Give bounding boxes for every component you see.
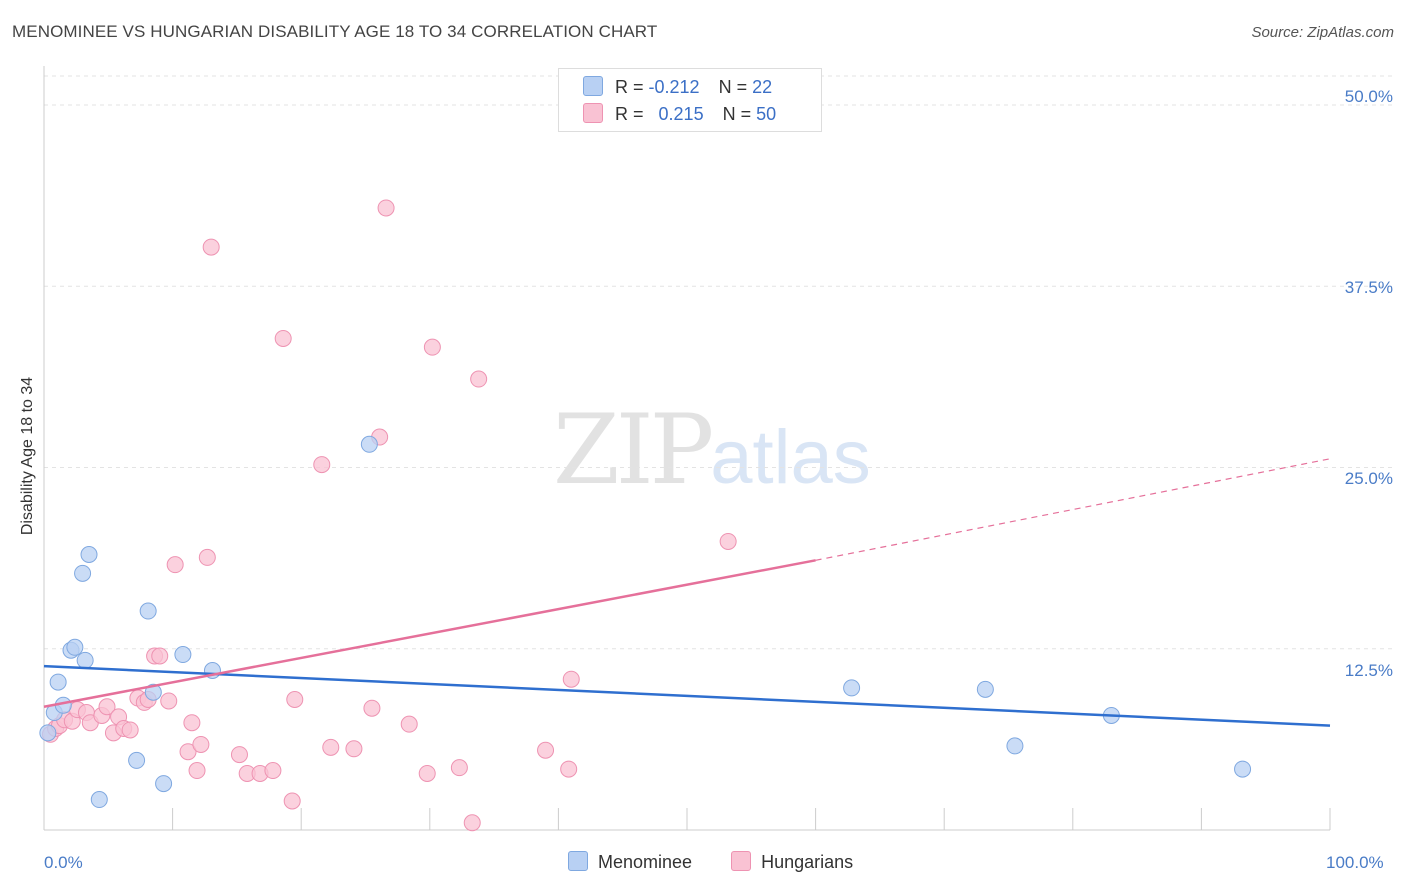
data-point: [562, 670, 580, 688]
legend-label: Hungarians: [761, 852, 854, 872]
data-point: [560, 760, 578, 778]
data-point: [843, 679, 861, 697]
legend-row-hungarians: R = 0.215 N = 50: [583, 103, 777, 126]
r-value: -0.212: [648, 77, 700, 97]
x-tick-label: 100.0%: [1326, 853, 1384, 872]
data-point: [274, 329, 292, 347]
data-point: [450, 759, 468, 777]
data-point: [155, 775, 173, 793]
data-point: [166, 556, 184, 574]
n-value: 50: [756, 104, 777, 124]
data-point: [160, 692, 178, 710]
data-point: [470, 370, 488, 388]
hungarians-swatch: [583, 103, 603, 124]
data-point: [537, 741, 555, 759]
data-point: [283, 792, 301, 810]
source-label: Source: ZipAtlas.com: [1251, 24, 1394, 41]
data-point: [128, 751, 146, 769]
watermark-atlas: atlas: [710, 415, 871, 500]
data-point: [976, 680, 994, 698]
data-point: [313, 456, 331, 474]
data-point: [264, 762, 282, 780]
data-point: [151, 647, 169, 665]
y-axis-label: Disability Age 18 to 34: [19, 376, 36, 536]
data-point: [286, 691, 304, 708]
r-label: R =: [615, 77, 644, 97]
y-tick-label: 12.5%: [1344, 661, 1393, 680]
legend-item-menominee: Menominee: [568, 851, 693, 873]
data-point: [377, 199, 395, 217]
data-point: [1234, 760, 1252, 778]
data-point: [144, 683, 162, 701]
legend-label: Menominee: [598, 852, 693, 872]
hungarians-swatch: [731, 851, 752, 872]
legend-row-menominee: R = -0.212 N = 22: [583, 76, 773, 99]
n-label: N =: [718, 77, 748, 97]
data-point: [80, 546, 98, 563]
data-point: [418, 764, 436, 782]
data-point: [1006, 737, 1024, 755]
data-point: [39, 724, 57, 742]
data-point: [139, 602, 157, 620]
data-point: [49, 673, 67, 691]
trend-line: [43, 664, 1331, 727]
n-value: 22: [752, 77, 773, 97]
data-point: [198, 548, 216, 566]
data-point: [174, 646, 192, 664]
data-point: [179, 743, 197, 761]
r-label: R =: [615, 104, 644, 124]
data-point: [121, 721, 139, 739]
data-point: [76, 651, 94, 669]
trend-line-extension: [815, 458, 1331, 561]
y-tick-label: 37.5%: [1344, 278, 1393, 297]
y-tick-label: 50.0%: [1344, 87, 1393, 106]
menominee-swatch: [568, 851, 588, 872]
n-label: N =: [722, 104, 752, 124]
data-point: [183, 714, 201, 732]
data-point: [66, 638, 84, 656]
data-point: [400, 715, 418, 733]
y-tick-label: 25.0%: [1344, 469, 1393, 488]
trend-line: [43, 559, 816, 708]
data-point: [322, 738, 340, 756]
data-point: [90, 791, 108, 809]
chart-title: MENOMINEE VS HUNGARIAN DISABILITY AGE 18…: [12, 22, 658, 41]
data-point: [192, 735, 210, 753]
r-value: 0.215: [658, 104, 704, 124]
data-point: [74, 564, 92, 582]
series-legend: Menominee Hungarians: [568, 851, 887, 873]
correlation-legend: R = -0.212 N = 22 R = 0.215 N = 50: [558, 68, 822, 132]
data-point: [345, 740, 363, 758]
data-point: [202, 238, 220, 256]
data-point: [719, 532, 737, 550]
data-point: [363, 699, 381, 717]
legend-item-hungarians: Hungarians: [731, 851, 854, 873]
data-point: [360, 435, 378, 453]
x-tick-label: 0.0%: [44, 853, 83, 872]
data-point: [188, 762, 206, 780]
data-point: [230, 746, 248, 764]
data-point: [98, 698, 116, 716]
menominee-swatch: [583, 76, 603, 97]
data-point: [423, 338, 441, 356]
watermark: ZIPatlas: [553, 402, 871, 499]
watermark-zip: ZIP: [553, 394, 714, 506]
data-point: [463, 814, 481, 832]
